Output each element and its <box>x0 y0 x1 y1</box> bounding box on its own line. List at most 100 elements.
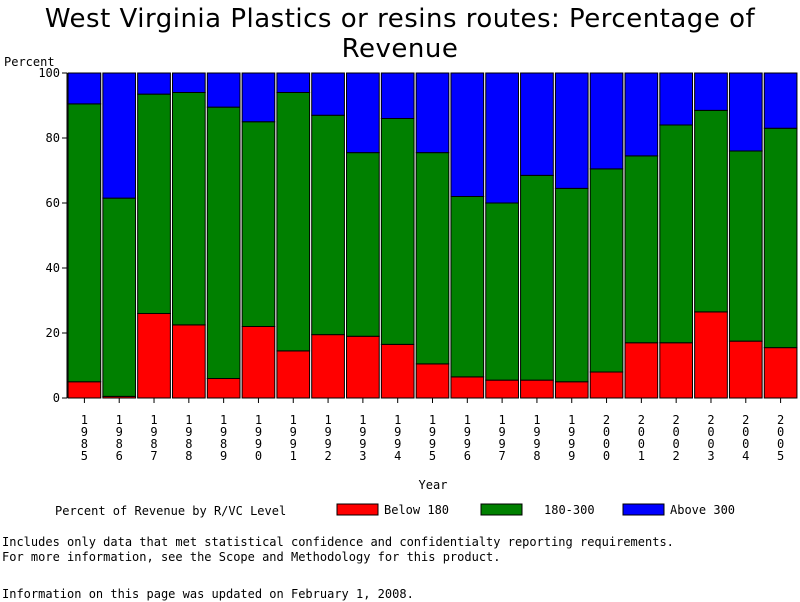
bar-below-180-2001 <box>624 342 659 399</box>
bar-above-300-1998 <box>520 72 554 176</box>
legend-label-180-300: 180-300 <box>544 503 595 517</box>
bar-below-180-1987 <box>137 313 171 399</box>
bar-180-300-1994 <box>380 118 415 345</box>
bar-above-300-2005 <box>763 72 798 129</box>
bar-180-300-2002 <box>659 124 694 344</box>
bar-180-300-1993 <box>346 152 380 337</box>
bar-below-180-1988 <box>171 324 206 399</box>
legend-label-below-180: Below 180 <box>384 503 449 517</box>
bar-above-300-2003 <box>694 72 728 111</box>
bar-above-300-1988 <box>171 72 206 93</box>
bar-below-180-1985 <box>67 381 102 399</box>
legend-swatch-180-300 <box>480 503 523 516</box>
bar-below-180-1990 <box>241 326 276 399</box>
bar-above-300-1986 <box>102 72 137 199</box>
bar-above-300-1985 <box>67 72 102 105</box>
bar-above-300-1989 <box>206 72 241 108</box>
legend-swatch-below-180 <box>336 503 379 516</box>
bar-below-180-1995 <box>415 363 450 399</box>
bar-180-300-1995 <box>415 152 450 365</box>
bar-above-300-2000 <box>589 72 624 170</box>
bar-above-300-2004 <box>728 72 763 152</box>
bar-below-180-1996 <box>450 376 485 399</box>
chart-canvas: 1 9 8 5 1 9 8 6 1 9 8 7 1 9 8 8 1 9 8 9 1 9 9 0 1 9 9 1 1 9 9 2 1 9 9 3 1 9 9 4… <box>4 55 798 518</box>
bar-180-300-1991 <box>276 92 311 352</box>
bar-above-300-1999 <box>554 72 589 189</box>
bar-180-300-1992 <box>311 114 345 336</box>
bar-180-300-1999 <box>554 187 589 383</box>
axes-layer: 1 9 8 5 1 9 8 6 1 9 8 7 1 9 8 8 1 9 8 9 1 9 9 0 1 9 9 1 1 9 9 2 1 9 9 3 1 9 9 4… <box>38 66 784 463</box>
bar-above-300-2001 <box>624 72 659 157</box>
bars-layer <box>67 72 798 399</box>
updated-note: Information on this page was updated on … <box>2 587 414 601</box>
bar-180-300-2004 <box>728 150 763 342</box>
bar-180-300-2001 <box>624 155 659 344</box>
note-line-1: Includes only data that met statistical … <box>2 535 674 549</box>
bar-below-180-1999 <box>554 381 589 399</box>
bar-180-300-1989 <box>206 106 241 380</box>
legend-title: Percent of Revenue by R/VC Level <box>55 504 286 518</box>
bar-above-300-1990 <box>241 72 276 123</box>
y-tick-label: 0 <box>53 391 60 405</box>
bar-below-180-2004 <box>728 340 763 399</box>
legend: Percent of Revenue by R/VC Level Below 1… <box>55 503 735 518</box>
y-tick-label: 100 <box>38 66 60 80</box>
notes: Includes only data that met statistical … <box>2 535 798 565</box>
y-tick-label: 20 <box>46 326 60 340</box>
bar-below-180-1992 <box>311 334 345 399</box>
bar-180-300-1987 <box>137 93 171 315</box>
y-axis-label: Percent <box>4 55 55 69</box>
bar-180-300-1998 <box>520 174 554 381</box>
y-tick-label: 40 <box>46 261 60 275</box>
bar-below-180-2002 <box>659 342 694 399</box>
bar-above-300-1997 <box>485 72 519 204</box>
bar-180-300-1996 <box>450 196 485 378</box>
bar-above-300-1995 <box>415 72 450 154</box>
bar-above-300-1992 <box>311 72 345 116</box>
bar-below-180-2005 <box>763 347 798 399</box>
bar-above-300-2002 <box>659 72 694 126</box>
bar-below-180-1998 <box>520 379 554 399</box>
bar-below-180-2003 <box>694 311 728 399</box>
bar-below-180-1991 <box>276 350 311 399</box>
bar-above-300-1993 <box>346 72 380 154</box>
bar-180-300-1997 <box>485 202 519 381</box>
y-tick-label: 80 <box>46 131 60 145</box>
bar-above-300-1987 <box>137 72 171 95</box>
y-tick-label: 60 <box>46 196 60 210</box>
bar-below-180-1994 <box>380 343 415 399</box>
legend-swatch-above-300 <box>622 503 665 516</box>
bar-180-300-2003 <box>694 109 728 313</box>
x-axis-label: Year <box>419 478 448 492</box>
legend-label-above-300: Above 300 <box>670 503 735 517</box>
bar-below-180-1993 <box>346 335 380 399</box>
bar-180-300-1985 <box>67 103 102 383</box>
chart-title: West Virginia Plastics or resins routes:… <box>44 4 756 64</box>
bar-180-300-1986 <box>102 197 137 397</box>
bar-180-300-1988 <box>171 92 206 326</box>
bar-180-300-1990 <box>241 121 276 327</box>
bar-above-300-1991 <box>276 72 311 93</box>
note-line-2: For more information, see the Scope and … <box>2 550 501 564</box>
bar-above-300-1996 <box>450 72 485 197</box>
bar-above-300-1994 <box>380 72 415 119</box>
bar-below-180-1989 <box>206 378 241 399</box>
